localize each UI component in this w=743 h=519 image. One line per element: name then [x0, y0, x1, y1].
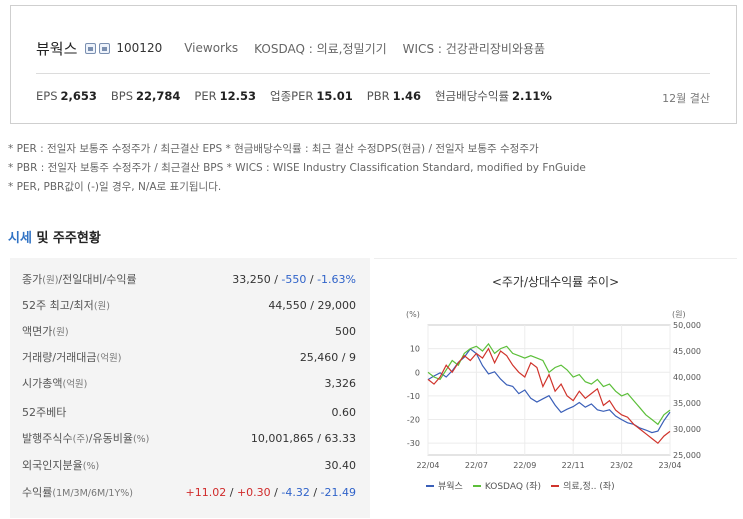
metric-per: PER 12.53: [194, 89, 257, 103]
left-tick-label: 0: [415, 368, 420, 377]
left-tick-label: -10: [407, 392, 420, 401]
x-tick-label: 22/09: [513, 461, 536, 470]
footnote: * PBR : 전일자 보통주 수정주가 / 최근결산 BPS * WICS :…: [8, 162, 586, 174]
price-series-line: [427, 348, 671, 434]
metric-eps: EPS 2,653: [36, 89, 97, 103]
x-tick-label: 22/07: [465, 461, 488, 470]
left-axis-unit: (%): [406, 310, 420, 319]
metric-sector-per: 업종PER 15.01: [270, 89, 353, 103]
chart-title: <주가/상대수익률 추이>: [491, 275, 620, 289]
table-row: 수익률(1M/3M/6M/1Y%) +11.02 / +0.30 / -4.32…: [22, 485, 356, 500]
left-tick-label: 10: [410, 345, 420, 354]
table-row: 거래량/거래대금(억원) 25,460 / 9: [22, 350, 356, 365]
right-tick-label: 45,000: [673, 347, 701, 356]
footnote: * PER : 전일자 보통주 수정주가 / 최근결산 EPS * 현금배당수익…: [8, 143, 539, 155]
table-row: 종가(원)/전일대비/수익률 33,250 / -550 / -1.63%: [22, 272, 356, 287]
legend-item-kosdaq: KOSDAQ (좌): [472, 479, 541, 492]
fiscal-month: 12월 결산: [662, 92, 710, 105]
metric-dividend-yield: 현금배당수익률 2.11%: [434, 89, 552, 103]
metric-bps: BPS 22,784: [110, 89, 181, 103]
x-tick-label: 23/04: [658, 461, 681, 470]
right-tick-label: 25,000: [673, 451, 701, 460]
x-tick-label: 22/04: [416, 461, 439, 470]
plot-area: [427, 324, 671, 456]
legend-item-sector: 의료,정.. (좌): [551, 479, 615, 492]
right-axis-unit: (원): [672, 310, 686, 319]
chart-legend: 뷰웍스 KOSDAQ (좌) 의료,정.. (좌): [426, 479, 625, 492]
returns-value: +11.02 / +0.30 / -4.32 / -21.49: [185, 485, 356, 499]
company-summary-box: 뷰웍스 100120 Vieworks KOSDAQ : 의료,정밀기기 WIC…: [10, 5, 737, 124]
right-tick-label: 35,000: [673, 399, 701, 408]
price-relative-return-chart: (%) (원) 10 0 -10 -20 -30 50,000 45,000 40,000 35,0…: [406, 310, 701, 470]
table-row: 시가총액(억원) 3,326: [22, 376, 356, 391]
header-divider: [36, 73, 710, 74]
right-tick-label: 30,000: [673, 425, 701, 434]
left-tick-label: -30: [407, 439, 420, 448]
kosdaq-series-line: [427, 342, 671, 426]
sector-series-line: [427, 347, 671, 445]
valuation-metrics: EPS 2,653 BPS 22,784 PER 12.53 업종PER 15.01 P…: [36, 88, 566, 104]
report-icon[interactable]: [99, 42, 111, 54]
company-name: 뷰웍스: [36, 39, 78, 58]
x-tick-label: 23/02: [610, 461, 633, 470]
market-data-table: 종가(원)/전일대비/수익률 33,250 / -550 / -1.63% 52…: [10, 258, 370, 518]
metric-footnotes: * PER : 전일자 보통주 수정주가 / 최근결산 EPS * 현금배당수익…: [8, 140, 586, 197]
wics-sector: WICS : 건강관리장비와용품: [402, 41, 546, 56]
table-row: 액면가(원) 500: [22, 324, 356, 339]
footnote: * PER, PBR값이 (-)일 경우, N/A로 표기됩니다.: [8, 181, 222, 193]
stock-code: 100120: [116, 41, 163, 55]
metric-pbr: PBR 1.46: [366, 89, 421, 103]
market-sector: KOSDAQ : 의료,정밀기기: [254, 41, 387, 56]
company-eng-name: Vieworks: [184, 41, 239, 55]
left-tick-label: -20: [407, 416, 420, 425]
right-tick-label: 40,000: [673, 373, 701, 382]
legend-item-price: 뷰웍스: [426, 479, 463, 492]
table-row: 52주베타 0.60: [22, 405, 356, 420]
price-chart-panel: <주가/상대수익률 추이> (%) (원) 10 0 -10 -20 -30 50,000 45…: [374, 258, 737, 519]
close-price-value: 33,250 / -550 / -1.63%: [232, 272, 356, 286]
table-row: 발행주식수(주)/유동비율(%) 10,001,865 / 63.33: [22, 431, 356, 446]
right-tick-label: 50,000: [673, 321, 701, 330]
table-row: 외국인지분율(%) 30.40: [22, 458, 356, 473]
home-icon[interactable]: [85, 42, 97, 54]
section-title: 시세 및 주주현황: [8, 231, 101, 246]
x-tick-label: 22/11: [562, 461, 585, 470]
table-row: 52주 최고/최저(원) 44,550 / 29,000: [22, 298, 356, 313]
company-title-row: 뷰웍스 100120 Vieworks KOSDAQ : 의료,정밀기기 WIC…: [36, 38, 545, 58]
